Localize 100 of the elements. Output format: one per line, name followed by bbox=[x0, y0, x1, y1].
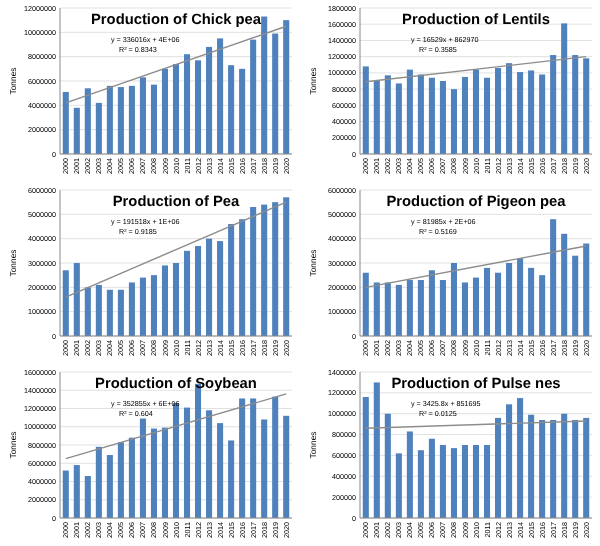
bar bbox=[283, 197, 290, 336]
bar bbox=[106, 455, 113, 518]
bar bbox=[406, 69, 413, 154]
bar bbox=[539, 275, 546, 336]
bar bbox=[472, 445, 480, 518]
bar bbox=[62, 270, 69, 336]
bar bbox=[384, 282, 391, 336]
bar bbox=[517, 258, 524, 336]
bar bbox=[73, 465, 80, 518]
bar bbox=[228, 224, 235, 336]
bar bbox=[84, 88, 91, 154]
bar bbox=[261, 204, 268, 336]
bar bbox=[228, 65, 235, 154]
bar bbox=[195, 245, 202, 336]
bar bbox=[283, 415, 290, 518]
bar bbox=[450, 89, 457, 154]
bar bbox=[395, 453, 402, 518]
bar bbox=[161, 68, 169, 154]
bar bbox=[128, 85, 135, 154]
bar bbox=[417, 280, 424, 336]
bar bbox=[62, 91, 69, 154]
bar bbox=[217, 241, 224, 336]
bar bbox=[73, 107, 80, 154]
bar bbox=[428, 77, 435, 154]
bar bbox=[139, 418, 146, 518]
bar bbox=[384, 75, 391, 154]
bar bbox=[439, 445, 446, 518]
bar bbox=[572, 255, 579, 336]
bar bbox=[539, 74, 546, 154]
bar bbox=[428, 438, 435, 518]
bar bbox=[206, 238, 213, 336]
bar bbox=[95, 102, 102, 154]
bar bbox=[406, 280, 413, 336]
bar bbox=[472, 69, 480, 154]
bar bbox=[373, 81, 380, 154]
bar bbox=[106, 85, 113, 154]
bar bbox=[172, 63, 180, 154]
bar bbox=[439, 280, 446, 336]
bar bbox=[117, 442, 124, 518]
bar bbox=[550, 55, 557, 154]
bar bbox=[206, 46, 213, 154]
bar bbox=[106, 289, 113, 336]
bar bbox=[183, 54, 191, 154]
bar bbox=[272, 396, 279, 518]
bar bbox=[572, 55, 579, 154]
bar bbox=[250, 39, 257, 154]
bar bbox=[206, 410, 213, 518]
bar bbox=[84, 287, 91, 336]
bar bbox=[517, 72, 524, 154]
bar bbox=[261, 419, 268, 518]
bar bbox=[461, 76, 469, 154]
bar bbox=[172, 263, 180, 336]
bar bbox=[161, 265, 169, 336]
bar bbox=[461, 445, 469, 518]
bar bbox=[417, 74, 424, 154]
bar bbox=[550, 419, 557, 518]
bar bbox=[128, 282, 135, 336]
bar bbox=[561, 23, 568, 154]
bar bbox=[439, 81, 446, 154]
bar bbox=[528, 414, 535, 518]
bar bbox=[150, 275, 157, 336]
bar bbox=[506, 63, 513, 154]
bar bbox=[528, 267, 535, 336]
bar bbox=[62, 470, 69, 518]
bar bbox=[483, 77, 491, 154]
bar bbox=[572, 419, 579, 518]
bar bbox=[472, 277, 480, 336]
bar bbox=[217, 38, 224, 154]
bar bbox=[517, 398, 524, 518]
bar bbox=[495, 68, 502, 154]
bar bbox=[583, 243, 590, 336]
bar bbox=[428, 270, 435, 336]
bar bbox=[250, 398, 257, 518]
bar bbox=[539, 419, 546, 518]
bar bbox=[239, 68, 246, 154]
bar bbox=[95, 284, 102, 336]
bar bbox=[362, 272, 369, 336]
bar bbox=[583, 417, 590, 518]
bar bbox=[495, 417, 502, 518]
bar bbox=[550, 219, 557, 336]
bar bbox=[117, 87, 124, 154]
bar bbox=[73, 263, 80, 336]
bar bbox=[483, 267, 491, 336]
bar bbox=[528, 70, 535, 154]
bar bbox=[250, 207, 257, 336]
bar bbox=[84, 476, 91, 518]
bar bbox=[483, 445, 491, 518]
bar bbox=[239, 398, 246, 518]
bar bbox=[139, 77, 146, 154]
bar bbox=[395, 83, 402, 154]
bar bbox=[195, 60, 202, 154]
bar bbox=[461, 282, 469, 336]
bar bbox=[506, 404, 513, 518]
bar bbox=[373, 382, 380, 518]
bar bbox=[406, 431, 413, 518]
bar bbox=[506, 263, 513, 336]
bar bbox=[283, 20, 290, 154]
bar bbox=[95, 446, 102, 518]
bar bbox=[384, 413, 391, 518]
bar bbox=[495, 272, 502, 336]
